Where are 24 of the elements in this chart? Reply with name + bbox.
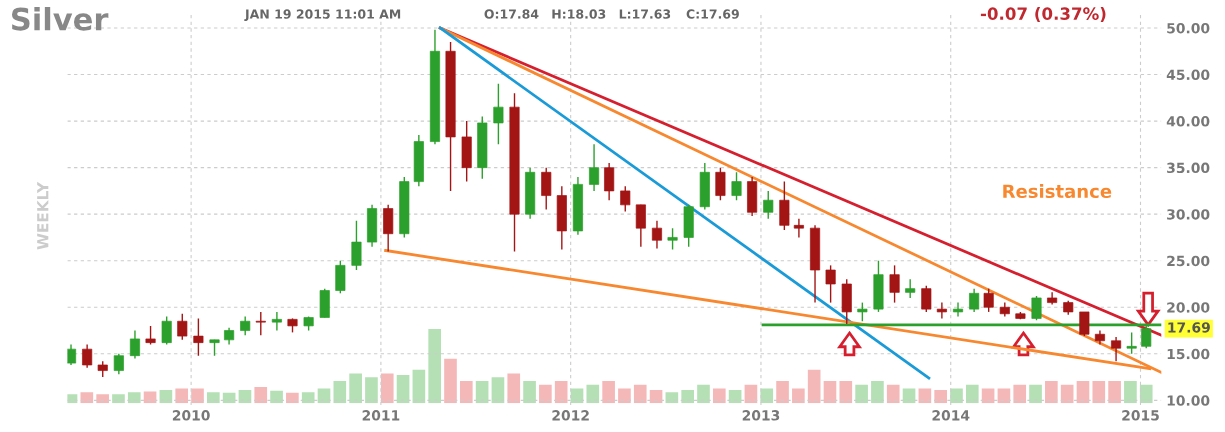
annotation: O:17.84	[484, 9, 539, 19]
y-tick-label: 30.00	[1167, 209, 1210, 220]
annotation: Resistance	[1003, 184, 1112, 199]
annotation: C:17.69	[686, 9, 739, 19]
text: 17.69	[1168, 322, 1210, 333]
x-tick-label: 2015	[1122, 410, 1159, 421]
x-tick-label: 2011	[362, 410, 400, 421]
x-tick-label: 2012	[552, 410, 589, 421]
x-tick-label: 2014	[932, 410, 970, 421]
y-tick-label: 20.00	[1167, 302, 1210, 313]
y-tick-label: 15.00	[1167, 348, 1210, 360]
x-tick-label: 2013	[742, 410, 780, 421]
annotation: JAN 19 2015 11:01 AM	[244, 9, 401, 22]
y-tick-label: 45.00	[1166, 69, 1210, 81]
y-tick-label: 25.00	[1167, 255, 1210, 267]
y-tick-label: 10.00	[1167, 395, 1210, 406]
y-tick-label: 50.00	[1167, 22, 1210, 34]
y-tick-label: 35.00	[1167, 162, 1210, 174]
annotation: L:17.63	[619, 9, 671, 19]
annotation: H:18.03	[552, 9, 606, 19]
annotation: -0.07 (0.37%)	[980, 7, 1106, 22]
x-tick-label: 2010	[172, 410, 210, 421]
chart-title: Silver	[11, 7, 109, 31]
y-tick-label: 40.00	[1166, 116, 1210, 127]
